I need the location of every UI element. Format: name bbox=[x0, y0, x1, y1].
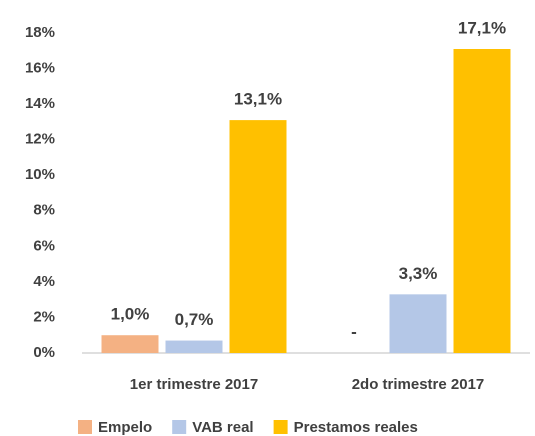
x-tick-label: 2do trimestre 2017 bbox=[352, 376, 485, 393]
y-tick-label: 6% bbox=[33, 237, 55, 254]
y-tick-label: 14% bbox=[25, 95, 55, 112]
legend-swatch bbox=[172, 420, 187, 434]
y-tick-label: 4% bbox=[33, 273, 55, 290]
legend-label: Empelo bbox=[98, 419, 152, 436]
bar bbox=[453, 49, 511, 353]
bar bbox=[165, 340, 223, 353]
legend-label: VAB real bbox=[192, 419, 253, 436]
legend-label: Prestamos reales bbox=[294, 419, 418, 436]
y-tick-label: 16% bbox=[25, 60, 55, 77]
y-tick-label: 2% bbox=[33, 308, 55, 325]
data-label: 13,1% bbox=[234, 90, 282, 109]
data-label: 17,1% bbox=[458, 18, 506, 37]
y-tick-label: 8% bbox=[33, 202, 55, 219]
legend-swatch bbox=[273, 420, 288, 434]
y-tick-label: 10% bbox=[25, 166, 55, 183]
legend-swatch bbox=[78, 420, 92, 434]
data-label: 0,7% bbox=[175, 310, 214, 329]
bar bbox=[229, 120, 287, 353]
bar bbox=[389, 294, 447, 353]
bar bbox=[101, 335, 159, 353]
y-tick-label: 12% bbox=[25, 131, 55, 148]
y-tick-label: 18% bbox=[25, 24, 55, 41]
y-tick-label: 0% bbox=[33, 344, 55, 361]
x-tick-label: 1er trimestre 2017 bbox=[130, 376, 258, 393]
data-label: 1,0% bbox=[111, 305, 150, 324]
data-label: 3,3% bbox=[399, 264, 438, 283]
data-label: - bbox=[351, 322, 357, 341]
